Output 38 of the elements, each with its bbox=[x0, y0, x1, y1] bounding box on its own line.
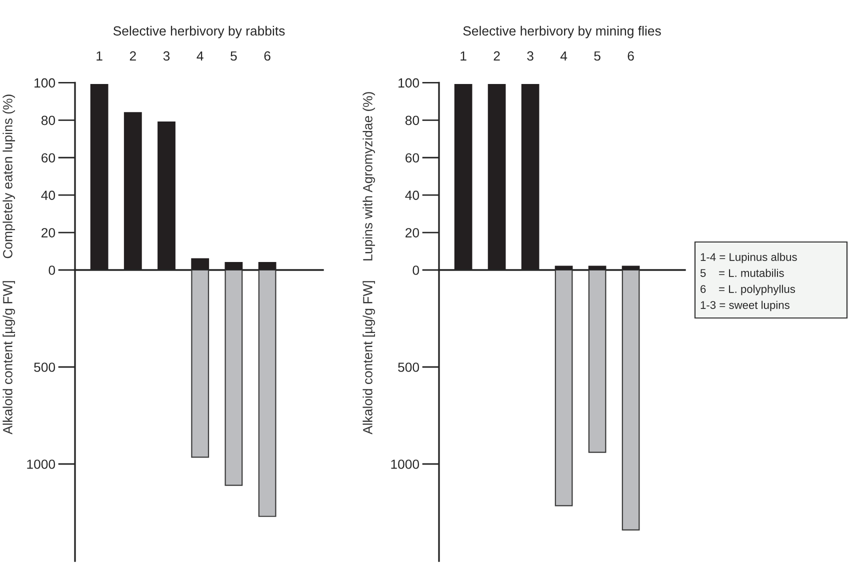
x-tick-label: 3 bbox=[527, 51, 534, 61]
x-tick-label: 1 bbox=[96, 51, 102, 61]
text: 6 = L. polyphyllus bbox=[700, 284, 796, 296]
y-tick-label: 80 bbox=[41, 116, 56, 126]
text: 5 = L. mutabilis bbox=[700, 268, 784, 277]
x-tick-label: 5 bbox=[594, 51, 600, 61]
text: 1-4 = Lupinus albus bbox=[700, 252, 797, 264]
x-tick-label: 4 bbox=[560, 51, 568, 61]
y-tick-label: 40 bbox=[41, 190, 56, 200]
y-tick-label: 80 bbox=[405, 116, 420, 126]
y-tick-label: 0 bbox=[48, 266, 56, 275]
y-tick-label: 500 bbox=[398, 362, 420, 372]
y-tick-label: 20 bbox=[406, 228, 420, 238]
y-tick-label: 60 bbox=[42, 153, 56, 163]
y-tick-label: 500 bbox=[34, 362, 56, 372]
y-tick-label: 0 bbox=[412, 266, 420, 275]
x-tick-label: 2 bbox=[494, 51, 500, 61]
y-tick-label: 40 bbox=[405, 190, 420, 200]
text: 1-3 = sweet lupins bbox=[700, 300, 790, 312]
y-tick-label: 60 bbox=[406, 153, 420, 163]
x-tick-label: 6 bbox=[628, 51, 634, 61]
x-tick-label: 5 bbox=[230, 51, 237, 61]
x-tick-label: 1 bbox=[460, 51, 466, 61]
y-tick-label: 1000 bbox=[27, 460, 56, 469]
y-axis-title: Lupins with Agromyzidae (%) bbox=[362, 92, 375, 260]
y-axis-title: Alkaloid content [µg/g FW] bbox=[362, 281, 375, 434]
x-tick-label: 6 bbox=[264, 51, 270, 61]
y-axis-title: Alkaloid content [µg/g FW] bbox=[2, 281, 15, 434]
chart-title: Selective herbivory by rabbits bbox=[113, 26, 285, 38]
y-tick-label: 100 bbox=[34, 78, 56, 88]
y-tick-label: 100 bbox=[398, 78, 420, 88]
y-tick-label: 20 bbox=[42, 228, 56, 238]
chart-title: Selective herbivory by mining flies bbox=[463, 26, 661, 38]
x-tick-label: 2 bbox=[130, 51, 136, 61]
y-tick-label: 1000 bbox=[391, 460, 420, 469]
y-axis-title: Completely eaten lupins (%) bbox=[2, 94, 15, 258]
x-tick-label: 3 bbox=[163, 51, 170, 61]
x-tick-label: 4 bbox=[196, 51, 204, 61]
